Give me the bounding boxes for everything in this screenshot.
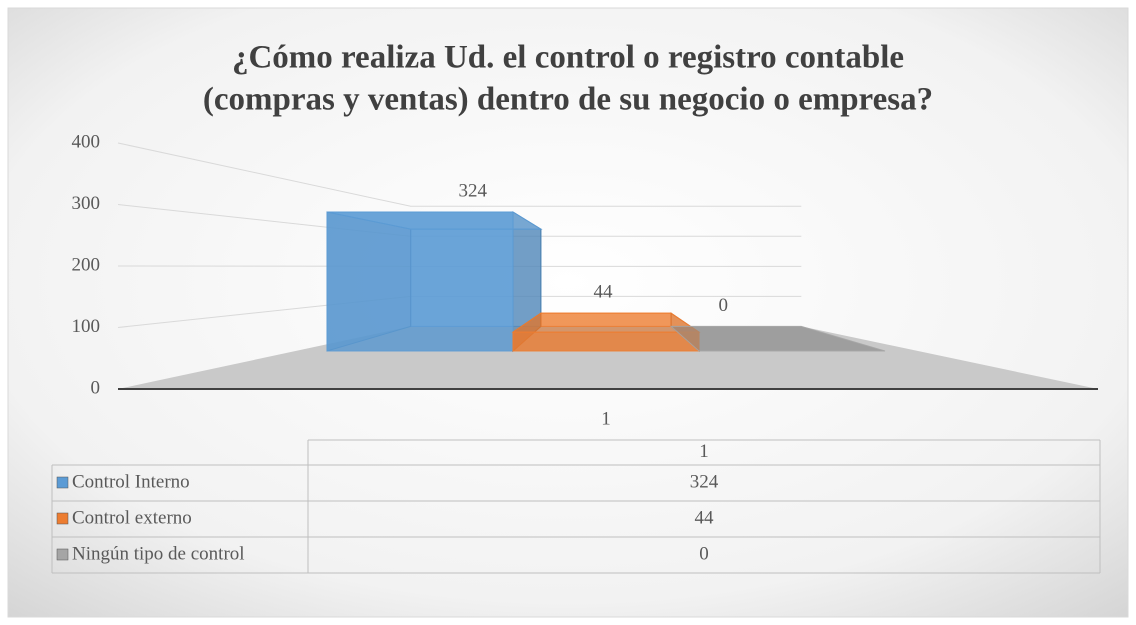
table-header: 1 <box>699 441 709 462</box>
data-label: 44 <box>594 282 614 303</box>
y-tick-label: 200 <box>72 254 101 275</box>
x-tick-label: 1 <box>601 408 611 429</box>
table-value: 0 <box>699 543 709 564</box>
bar-top <box>669 325 886 352</box>
table-value: 44 <box>695 507 715 528</box>
data-label: 0 <box>718 295 728 316</box>
legend-label: Ningún tipo de control <box>72 543 245 564</box>
bar-top <box>511 312 701 333</box>
legend-swatch <box>56 512 69 525</box>
chart-title: (compras y ventas) dentro de su negocio … <box>203 82 933 118</box>
y-tick-label: 100 <box>72 316 101 337</box>
chart-title: ¿Cómo realiza Ud. el control o registro … <box>232 40 904 76</box>
legend-label: Control externo <box>72 507 192 528</box>
y-tick-label: 300 <box>72 193 101 214</box>
legend-swatch <box>56 476 69 489</box>
grid-line <box>117 142 802 207</box>
chart-area <box>7 7 1129 618</box>
y-tick-label: 0 <box>91 377 101 398</box>
y-tick-label: 400 <box>72 131 101 152</box>
bar-front <box>512 331 700 352</box>
data-label: 324 <box>459 180 488 201</box>
legend-swatch <box>56 548 69 561</box>
bar-front <box>326 211 514 352</box>
legend-label: Control Interno <box>72 471 190 492</box>
table-value: 324 <box>690 471 719 492</box>
